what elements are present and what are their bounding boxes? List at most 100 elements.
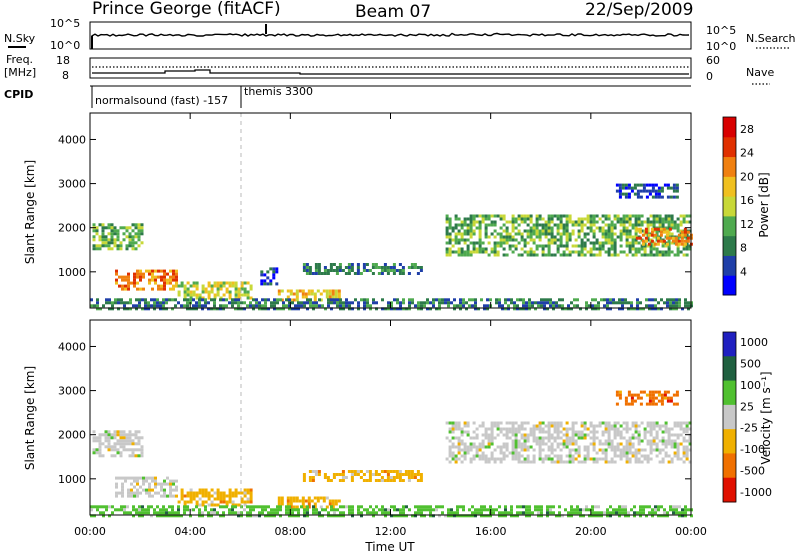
heatmap-cell (348, 304, 351, 308)
heatmap-cell (558, 304, 561, 308)
heatmap-cell (538, 448, 542, 452)
heatmap-cell (568, 220, 572, 224)
heatmap-cell (117, 307, 120, 311)
heatmap-cell (246, 304, 249, 308)
heatmap-cell (666, 399, 670, 403)
heatmap-cell (92, 430, 96, 434)
heatmap-cell (444, 514, 447, 518)
heatmap-cell (511, 421, 515, 425)
heatmap-cell (413, 476, 417, 479)
heatmap-cell (507, 304, 510, 308)
heatmap-cell (225, 298, 228, 302)
heatmap-cell (634, 457, 638, 461)
heatmap-cell (402, 511, 405, 515)
heatmap-cell (130, 488, 133, 492)
heatmap-cell (337, 295, 341, 299)
heatmap-cell (338, 269, 342, 272)
freq-tick-high: 18 (56, 54, 70, 67)
heatmap-cell (225, 505, 228, 509)
heatmap-cell (362, 473, 366, 476)
heatmap-cell (664, 424, 668, 428)
heatmap-cell (484, 223, 488, 227)
heatmap-cell (648, 390, 652, 394)
heatmap-cell (618, 307, 621, 311)
heatmap-cell (264, 514, 267, 518)
heatmap-cell (675, 186, 679, 190)
heatmap-cell (553, 430, 557, 434)
heatmap-cell (540, 301, 543, 305)
heatmap-cell (672, 301, 675, 305)
heatmap-cell (111, 304, 114, 308)
heatmap-cell (107, 238, 111, 242)
heatmap-cell (546, 508, 549, 512)
heatmap-cell (607, 238, 611, 242)
heatmap-cell (341, 473, 345, 476)
heatmap-cell (613, 253, 617, 257)
heatmap-cell (175, 278, 178, 282)
heatmap-cell (472, 421, 476, 425)
heatmap-cell (192, 497, 196, 501)
heatmap-cell (175, 494, 178, 498)
heatmap-cell (417, 511, 420, 515)
heatmap-cell (598, 421, 602, 425)
heatmap-cell (664, 430, 668, 434)
heatmap-cell (137, 442, 141, 446)
heatmap-cell (466, 421, 470, 425)
heatmap-cell (120, 505, 123, 509)
heatmap-cell (102, 514, 105, 518)
heatmap-cell (260, 273, 264, 277)
heatmap-cell (280, 496, 284, 500)
heatmap-cell (448, 250, 452, 254)
heatmap-cell (95, 244, 99, 248)
heatmap-cell (420, 508, 423, 512)
heatmap-cell (122, 226, 126, 230)
heatmap-cell (508, 238, 512, 242)
heatmap-cell (459, 298, 462, 302)
heatmap-cell (249, 494, 253, 498)
heatmap-cell (568, 427, 572, 431)
heatmap-cell (392, 470, 396, 473)
heatmap-cell (207, 491, 211, 495)
heatmap-cell (362, 266, 366, 269)
heatmap-cell (219, 491, 223, 495)
heatmap-cell (534, 307, 537, 311)
heatmap-cell (255, 304, 258, 308)
heatmap-cell (336, 301, 339, 305)
heatmap-cell (454, 427, 458, 431)
heatmap-cell (627, 186, 631, 190)
heatmap-cell (648, 511, 651, 515)
heatmap-cell (607, 253, 611, 257)
heatmap-cell (648, 304, 651, 308)
heatmap-cell (523, 439, 527, 443)
heatmap-cell (577, 223, 581, 227)
heatmap-cell (600, 298, 603, 302)
heatmap-cell (198, 491, 202, 495)
heatmap-cell (201, 296, 205, 300)
heatmap-cell (679, 433, 683, 437)
heatmap-cell (383, 479, 387, 482)
heatmap-cell (556, 238, 560, 242)
heatmap-cell (585, 505, 588, 509)
heatmap-cell (174, 298, 177, 302)
heatmap-cell (681, 307, 684, 311)
heatmap-cell (163, 275, 166, 279)
heatmap-cell (588, 514, 591, 518)
heatmap-cell (131, 442, 135, 446)
heatmap-cell (119, 454, 123, 458)
heatmap-cell (333, 514, 336, 518)
heatmap-cell (445, 253, 449, 257)
heatmap-cell (645, 505, 648, 509)
heatmap-cell (564, 508, 567, 512)
heatmap-cell (675, 390, 679, 394)
heatmap-cell (261, 298, 264, 302)
heatmap-cell (499, 430, 503, 434)
heatmap-cell (649, 448, 653, 452)
heatmap-cell (267, 307, 270, 311)
heatmap-cell (165, 307, 168, 311)
heatmap-cell (338, 473, 342, 476)
heatmap-cell (154, 476, 157, 480)
heatmap-cell (618, 195, 622, 199)
heatmap-cell (150, 298, 153, 302)
heatmap-cell (454, 223, 458, 227)
